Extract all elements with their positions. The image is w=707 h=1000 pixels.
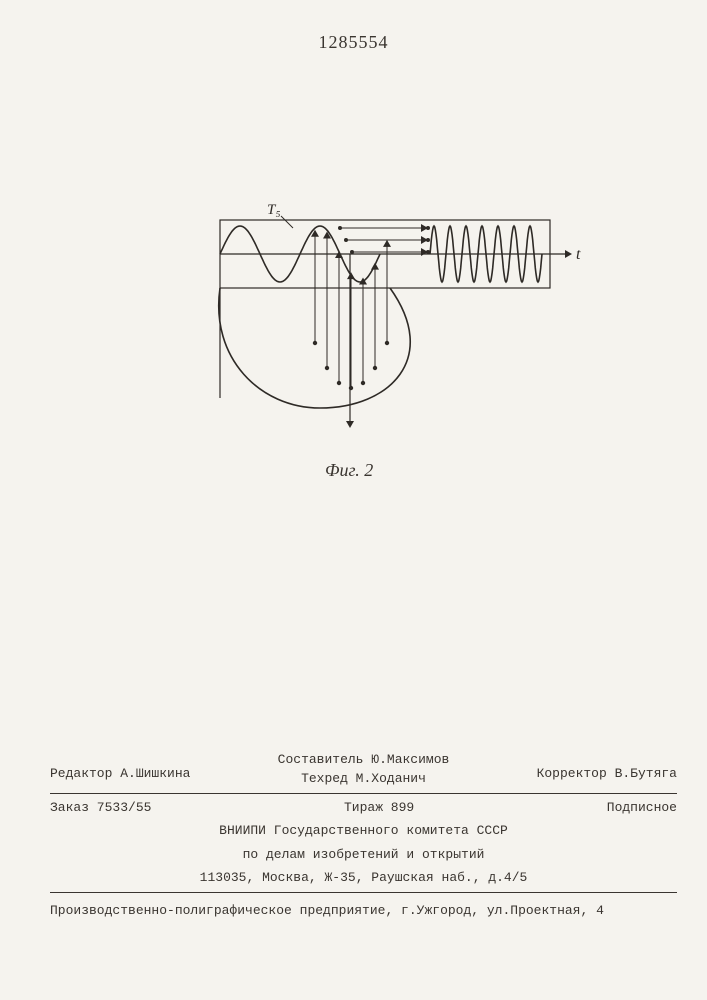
- corrector-label: Корректор В.Бутяга: [468, 750, 677, 789]
- divider: [50, 892, 677, 893]
- svg-text:t: t: [576, 246, 581, 263]
- press-line: Производственно-полиграфическое предприя…: [50, 901, 677, 921]
- subscription: Подписное: [607, 798, 677, 818]
- figure-caption: Фиг. 2: [325, 460, 373, 481]
- divider: [50, 793, 677, 794]
- footer-block: Редактор А.Шишкина Составитель Ю.Максимо…: [50, 750, 677, 921]
- svg-text:T₅: T₅: [267, 202, 281, 218]
- page: 1285554 tT₅ Фиг. 2 Редактор А.Шишкина Со…: [0, 0, 707, 1000]
- org-line2: по делам изобретений и открытий: [50, 845, 677, 865]
- figure-svg: tT₅: [180, 210, 580, 470]
- editor-label: Редактор А.Шишкина: [50, 750, 259, 789]
- compiler-label: Составитель Ю.Максимов: [259, 750, 468, 770]
- techred-label: Техред М.Ходанич: [259, 769, 468, 789]
- tirazh: Тираж 899: [344, 798, 414, 818]
- address-line: 113035, Москва, Ж-35, Раушская наб., д.4…: [50, 868, 677, 888]
- order-number: Заказ 7533/55: [50, 798, 151, 818]
- patent-number: 1285554: [319, 32, 389, 53]
- org-line1: ВНИИПИ Государственного комитета СССР: [50, 821, 677, 841]
- footer-order-row: Заказ 7533/55 Тираж 899 Подписное: [50, 798, 677, 818]
- footer-credits-row: Редактор А.Шишкина Составитель Ю.Максимо…: [50, 750, 677, 789]
- figure-diagram: tT₅: [180, 210, 580, 470]
